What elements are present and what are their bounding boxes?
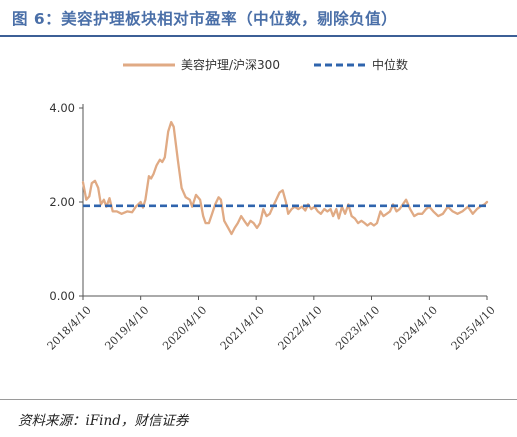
x-tick-group: 2024/4/10 [391,304,440,353]
figure-title: 图 6：美容护理板块相对市盈率（中位数，剔除负值） [12,10,398,28]
x-tick-group: 2018/4/10 [45,304,94,353]
x-tick-group: 2019/4/10 [102,304,151,353]
x-tick-label: 2020/4/10 [160,304,209,353]
x-axis: 2018/4/10 2019/4/10 2020/4/10 2021/4/10 2022… [45,295,498,353]
y-tick-label: 0.00 [49,289,75,303]
y-tick-label: 2.00 [49,195,75,209]
y-tick-label: 4.00 [49,101,75,115]
x-tick-label: 2021/4/10 [218,304,267,353]
x-tick-label: 2024/4/10 [391,304,440,353]
x-tick-group: 2021/4/10 [218,304,267,353]
title-divider [0,35,517,37]
x-tick-group: 2023/4/10 [333,304,382,353]
x-tick-group: 2022/4/10 [276,304,325,353]
pe-ratio-chart: 美容护理/沪深300 中位数 0.00 2.00 4.00 2018/4/10 201… [45,57,498,353]
x-tick-label: 2023/4/10 [333,304,382,353]
series-layer [81,120,489,236]
x-tick-label: 2019/4/10 [102,304,151,353]
legend-label-ratio: 美容护理/沪深300 [181,57,280,72]
y-axis: 0.00 2.00 4.00 [49,101,84,303]
source-divider [0,399,517,400]
figure-title-bar: 图 6：美容护理板块相对市盈率（中位数，剔除负值） [0,0,517,37]
legend: 美容护理/沪深300 中位数 [123,57,408,72]
relative-pe-line [81,120,489,236]
legend-label-median: 中位数 [372,57,408,72]
x-tick-label: 2018/4/10 [45,304,94,353]
source-note: 资料来源：iFind，财信证券 [18,413,189,429]
x-tick-group: 2025/4/10 [449,304,498,353]
x-tick-group: 2020/4/10 [160,304,209,353]
x-tick-label: 2025/4/10 [449,304,498,353]
x-tick-label: 2022/4/10 [276,304,325,353]
